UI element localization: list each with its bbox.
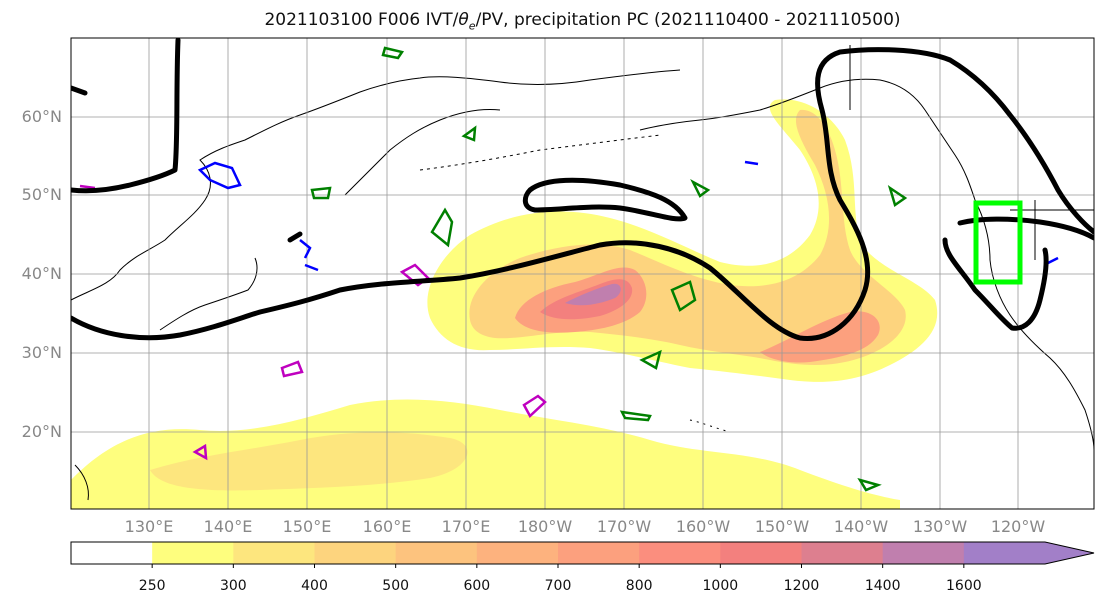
lat-label: 30°N (22, 343, 62, 362)
title-theta-sub: e (468, 19, 476, 33)
colorbar-tick-label: 1400 (865, 578, 901, 594)
magenta-contour (280, 360, 304, 378)
black-contour-siberia (287, 231, 303, 243)
colorbar-extend-arrow (1045, 542, 1094, 564)
focus-region-box (973, 200, 1023, 285)
blue-contour (197, 161, 242, 190)
coast-north-america (974, 199, 1094, 451)
lat-label: 20°N (22, 422, 62, 441)
ivt-tropical-band-2 (150, 432, 468, 491)
green-contour (639, 349, 662, 370)
lon-label: 180°W (518, 517, 573, 536)
green-contour (461, 125, 477, 142)
colorbar-cell (963, 542, 1046, 564)
coast-aleutians (419, 134, 661, 171)
colorbar-cell (395, 542, 478, 564)
colorbar-tick-label: 1000 (703, 578, 739, 594)
lon-label: 170°W (597, 517, 652, 536)
colorbar-cell (558, 542, 640, 564)
title-suffix: /PV, precipitation PC (2021110400 - 2021… (475, 10, 901, 30)
colorbar-cell (882, 542, 965, 564)
colorbar-cell (801, 542, 884, 564)
colorbar-ticks (151, 564, 965, 568)
map-frame (70, 37, 1095, 510)
coast-asia (71, 69, 681, 301)
lon-label: 130°W (913, 517, 968, 536)
black-contour-main (71, 47, 1094, 341)
colorbar-cell (314, 542, 397, 564)
colorbar-cell (476, 542, 559, 564)
lon-label: 150°W (755, 517, 810, 536)
lon-label: 130°E (125, 517, 174, 536)
figure-title: 2021103100 F006 IVT/θe/PV, precipitation… (0, 10, 1105, 32)
colorbar-tick-label: 250 (139, 578, 166, 594)
blue-contour (299, 239, 319, 272)
green-contour (619, 410, 652, 422)
title-prefix: 2021103100 F006 IVT/ (264, 10, 459, 30)
lon-labels: 130°E 140°E 150°E 160°E 170°E 180°W 170°… (125, 517, 1046, 536)
lon-label: 150°E (283, 517, 332, 536)
colorbar-tick-label: 700 (545, 578, 572, 594)
green-contours (310, 46, 908, 492)
black-contour-topleft (71, 85, 88, 96)
coast-japan (159, 257, 258, 331)
colorbar-cell (233, 542, 315, 564)
green-contour (381, 46, 405, 60)
lat-label: 40°N (22, 264, 62, 283)
black-contour-north (71, 38, 181, 194)
gridlines (71, 38, 1094, 509)
colorbar-tick-label: 800 (626, 578, 653, 594)
lon-label: 160°W (676, 517, 731, 536)
coast-kamchatka (344, 109, 501, 196)
magenta-contour (522, 394, 547, 419)
colorbar-outline (70, 541, 1095, 565)
colorbar-cell (71, 542, 153, 564)
green-contour (310, 186, 332, 200)
ivt-tropical-band (71, 399, 900, 509)
colorbar-cells (71, 542, 1046, 564)
colorbar-cell (720, 542, 802, 564)
colorbar-tick-label: 600 (463, 578, 490, 594)
title-theta: θ (458, 10, 469, 30)
green-contour (857, 477, 882, 492)
colorbar-tick-labels: 250 300 400 500 600 700 800 1000 1200 14… (139, 578, 982, 594)
coast-philippines (74, 464, 89, 501)
lat-label: 60°N (22, 107, 62, 126)
blue-contour (744, 160, 759, 166)
lon-label: 120°W (991, 517, 1046, 536)
ivt-shading (71, 99, 938, 509)
ivt-band-1400 (565, 283, 621, 306)
colorbar: 250 300 400 500 600 700 800 1000 1200 14… (70, 541, 1095, 594)
lon-label: 140°W (834, 517, 889, 536)
black-contour-loop (522, 177, 688, 222)
green-contour (430, 207, 454, 248)
coast-hawaii (689, 419, 731, 433)
black-contours (71, 38, 1094, 341)
colorbar-cell (152, 542, 234, 564)
magenta-contour (79, 184, 96, 190)
black-contour-pacnw (942, 216, 1094, 331)
colorbar-tick-label: 1600 (946, 578, 982, 594)
colorbar-tick-label: 300 (220, 578, 247, 594)
lon-label: 140°E (204, 517, 253, 536)
colorbar-cell (639, 542, 721, 564)
lat-label: 50°N (22, 185, 62, 204)
lat-labels: 60°N 50°N 40°N 30°N 20°N (22, 107, 62, 441)
colorbar-tick-label: 500 (382, 578, 409, 594)
green-contour (690, 179, 711, 198)
lon-label: 160°E (363, 517, 412, 536)
colorbar-tick-label: 400 (301, 578, 328, 594)
lon-label: 170°E (442, 517, 491, 536)
border-us-canada (849, 45, 1094, 260)
green-contour (887, 185, 908, 208)
coastlines (71, 45, 1094, 501)
colorbar-tick-label: 1200 (784, 578, 820, 594)
magenta-contour (192, 443, 208, 461)
green-contour (670, 280, 697, 312)
